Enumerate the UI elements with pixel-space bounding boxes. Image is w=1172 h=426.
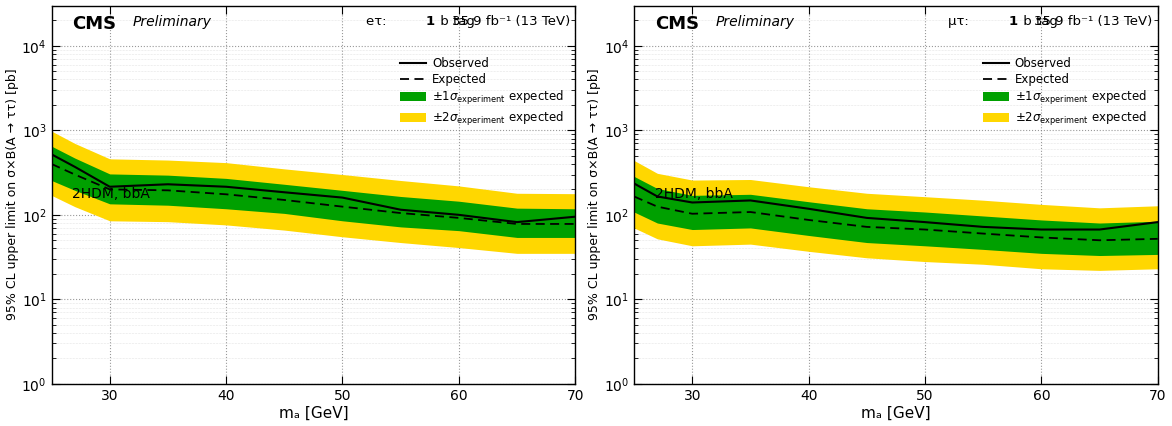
Text: 1: 1 — [425, 15, 435, 28]
Text: 35.9 fb⁻¹ (13 TeV): 35.9 fb⁻¹ (13 TeV) — [1034, 15, 1152, 28]
Text: 35.9 fb⁻¹ (13 TeV): 35.9 fb⁻¹ (13 TeV) — [451, 15, 570, 28]
Text: Preliminary: Preliminary — [715, 15, 795, 29]
Text: eτ:: eτ: — [366, 15, 390, 28]
Text: b tag: b tag — [436, 15, 476, 28]
Text: CMS: CMS — [73, 15, 117, 33]
Y-axis label: 95% CL upper limit on σ×B(A → ττ) [pb]: 95% CL upper limit on σ×B(A → ττ) [pb] — [588, 69, 601, 320]
Text: μτ:: μτ: — [948, 15, 973, 28]
X-axis label: mₐ [GeV]: mₐ [GeV] — [861, 406, 931, 420]
Text: Preliminary: Preliminary — [132, 15, 212, 29]
X-axis label: mₐ [GeV]: mₐ [GeV] — [279, 406, 348, 420]
Text: b tag: b tag — [1018, 15, 1058, 28]
Y-axis label: 95% CL upper limit on σ×B(A → ττ) [pb]: 95% CL upper limit on σ×B(A → ττ) [pb] — [6, 69, 19, 320]
Text: 2HDM, bbA: 2HDM, bbA — [655, 187, 732, 201]
Text: 2HDM, bbA: 2HDM, bbA — [73, 187, 150, 201]
Text: 1: 1 — [1008, 15, 1017, 28]
Text: CMS: CMS — [655, 15, 700, 33]
Legend: Observed, Expected, $\pm1\sigma_{\mathrm{experiment}}$ expected, $\pm2\sigma_{\m: Observed, Expected, $\pm1\sigma_{\mathrm… — [983, 57, 1146, 128]
Legend: Observed, Expected, $\pm1\sigma_{\mathrm{experiment}}$ expected, $\pm2\sigma_{\m: Observed, Expected, $\pm1\sigma_{\mathrm… — [401, 57, 564, 128]
